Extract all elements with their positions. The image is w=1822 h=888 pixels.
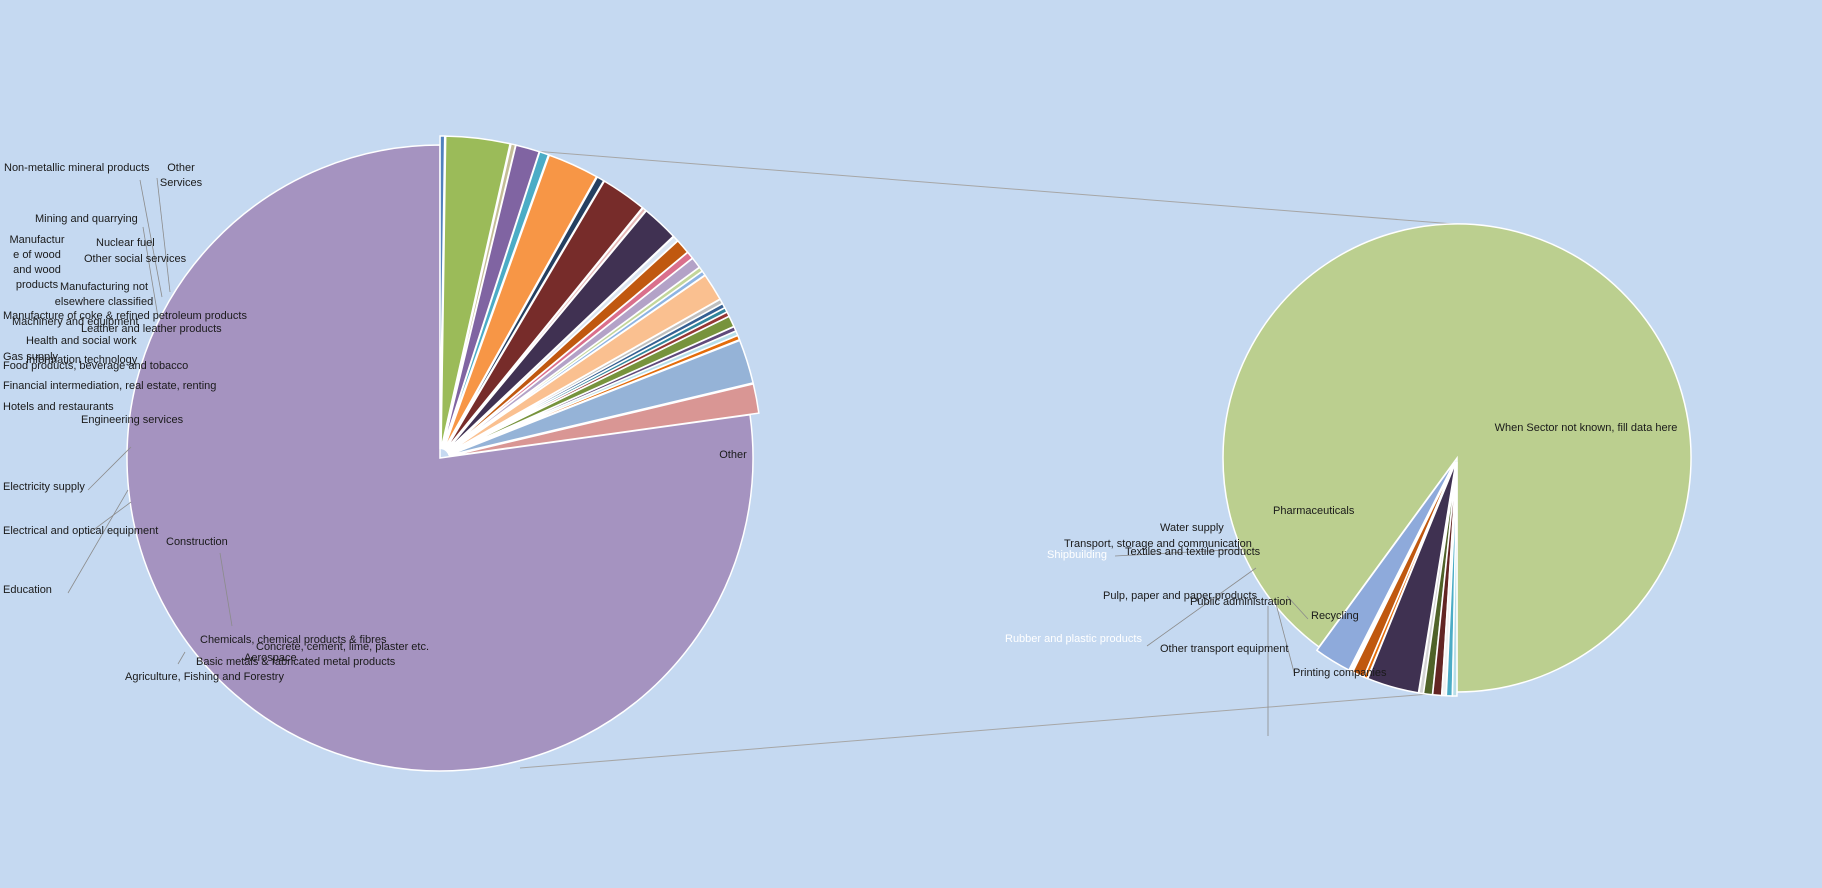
secondary-label-printing-companies: Printing companies (1293, 667, 1387, 679)
secondary-slice-recycling (1451, 461, 1458, 697)
secondary-slice-when-sector-not-known-fill-data-here (1222, 223, 1692, 693)
main-label-financial-intermediation-real-estate-renting: Financial intermediation, real estate, r… (3, 380, 216, 392)
main-label-gas-supply: Gas supply (3, 351, 59, 363)
slice-labels: Other Other Services Non-metallic mineral p… (3, 162, 1677, 683)
main-label-other-social-services: Other social services (84, 253, 187, 265)
main-label-other: Other (719, 449, 747, 461)
main-slice-basic-metals-and-fabricated-metal-products (441, 143, 517, 450)
main-label-basic-metals-and-fabricated-metal-products: Basic metals & fabricated metal products (196, 656, 396, 668)
secondary-label-water-supply: Water supply (1160, 522, 1224, 534)
main-pie (126, 135, 760, 772)
main-label-hotels-and-restaurants: Hotels and restaurants (3, 401, 114, 413)
main-slice-education (443, 176, 605, 451)
main-slice-agriculture-fishing-and-forestry (440, 135, 511, 450)
leader-line (1114, 548, 1246, 557)
secondary-label-transport-storage-and-communication: Transport, storage and communication (1064, 538, 1252, 550)
secondary-label-other-transport-equipment: Other transport equipment (1160, 643, 1288, 655)
leader-lines (67, 177, 1309, 736)
main-label-chemicals-chemical-products-and-fibres: Chemicals, chemical products & fibres (200, 634, 387, 646)
leader-line (1286, 595, 1309, 620)
main-slice-construction (443, 154, 598, 451)
leader-line (177, 651, 186, 665)
leader-line (219, 552, 233, 627)
leader-line (156, 177, 171, 293)
main-label-manufacturing-not-elsewhere-classified: Manufacturing not elsewhere classified (55, 281, 153, 308)
secondary-label-public-administration: Public administration (1190, 596, 1292, 608)
main-label-concrete-cement-lime-plaster-etc: Concrete, cement, lime, plaster etc. (256, 641, 429, 653)
main-label-health-and-social-work: Health and social work (26, 335, 137, 347)
main-label-machinery-and-equipment: Machinery and equipment (12, 316, 139, 328)
leader-line (87, 501, 132, 535)
pie-connector-lines (469, 145, 1455, 769)
main-label-construction: Construction (166, 536, 228, 548)
main-label-electricity-supply: Electricity supply (3, 481, 85, 493)
connector-line-bottom (519, 691, 1455, 769)
main-label-engineering-services: Engineering services (81, 414, 184, 426)
secondary-label-when-sector-not-known-fill-data-here: When Sector not known, fill data here (1495, 422, 1678, 434)
main-label-other-services: Other Services (160, 162, 203, 189)
secondary-label-textiles-and-textile-products: Textiles and textile products (1125, 546, 1261, 558)
leader-line (87, 446, 132, 491)
main-label-leather-and-leather-products: Leather and leather products (81, 323, 222, 335)
main-label-manufacture-of-wood-and-wood-products: Manufactur e of wood and wood products (9, 234, 64, 291)
leader-line (139, 179, 163, 298)
main-label-nuclear-fuel: Nuclear fuel (96, 237, 155, 249)
main-label-education: Education (3, 584, 52, 596)
secondary-label-rubber-and-plastic-products: Rubber and plastic products (1005, 633, 1142, 645)
leader-line (1274, 599, 1296, 677)
leader-line (142, 226, 159, 318)
main-slice-other (126, 144, 754, 772)
main-slice-electrical-and-optical-equipment (444, 180, 644, 452)
main-label-electrical-and-optical-equipment: Electrical and optical equipment (3, 525, 158, 537)
main-label-non-metallic-mineral-products: Non-metallic mineral products (4, 162, 150, 174)
main-label-manufacture-of-coke-and-refined-petroleum-products: Manufacture of coke & refined petroleum … (3, 310, 247, 322)
secondary-label-recycling: Recycling (1311, 610, 1359, 622)
secondary-label-pharmaceuticals: Pharmaceuticals (1273, 505, 1355, 517)
main-slice-other-services (448, 383, 760, 458)
leader-line (67, 489, 129, 594)
main-label-agriculture-fishing-and-forestry: Agriculture, Fishing and Forestry (125, 671, 284, 683)
leader-line (1146, 567, 1257, 647)
main-label-food-products-beverage-and-tobacco: Food products, beverage and tobacco (3, 360, 188, 372)
main-label-aerospace: Aerospace (244, 652, 297, 664)
secondary-pie (1222, 223, 1692, 697)
secondary-label-shipbuilding: Shipbuilding (1047, 549, 1107, 561)
main-slice-aerospace (439, 135, 446, 450)
main-label-mining-and-quarrying: Mining and quarrying (35, 213, 138, 225)
main-label-information-technology: Information technology (26, 354, 138, 366)
secondary-label-pulp-paper-and-paper-products: Pulp, paper and paper products (1103, 590, 1258, 602)
connector-line-top (469, 145, 1455, 225)
